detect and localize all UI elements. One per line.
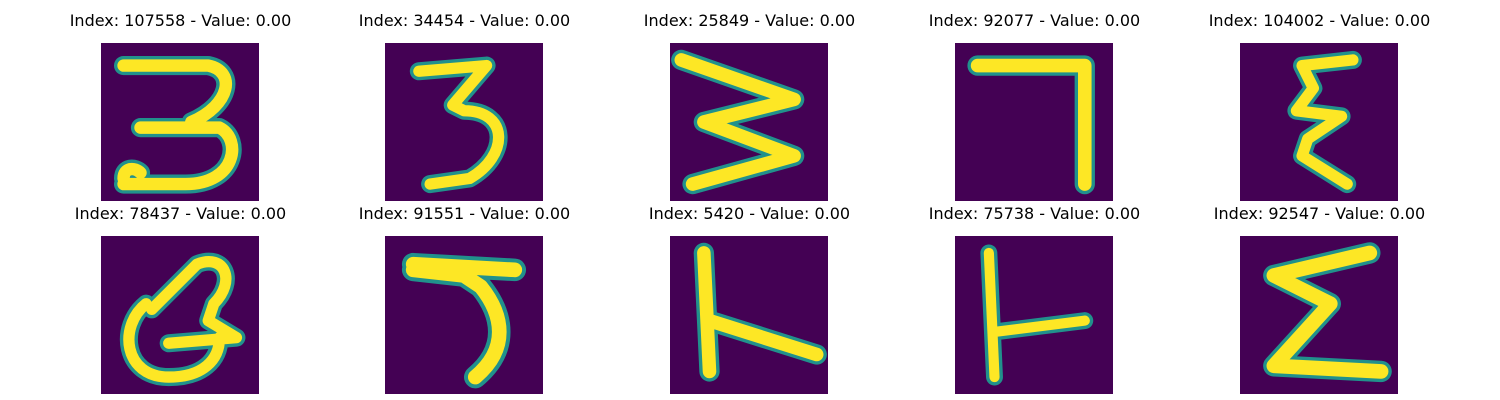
panel-title: Index: 107558 - Value: 0.00 — [69, 11, 292, 30]
handwritten-stroke-icon — [693, 242, 827, 382]
handwritten-stroke-icon — [980, 244, 1094, 386]
panel-title: Index: 78437 - Value: 0.00 — [74, 204, 287, 223]
digit-image — [101, 236, 259, 394]
digit-image — [385, 43, 543, 201]
panel-title: Index: 91551 - Value: 0.00 — [358, 204, 571, 223]
panel-1: Index: 107558 - Value: 0.00 — [38, 9, 323, 201]
digit-image — [1240, 236, 1398, 394]
panel-title: Index: 104002 - Value: 0.00 — [1208, 11, 1431, 30]
handwritten-3-icon — [113, 55, 242, 194]
digit-image — [1240, 43, 1398, 201]
panel-3: Index: 25849 - Value: 0.00 — [607, 9, 892, 201]
digit-image — [670, 236, 828, 394]
panel-title: Index: 5420 - Value: 0.00 — [648, 204, 851, 223]
digit-image — [101, 43, 259, 201]
panel-7: Index: 91551 - Value: 0.00 — [322, 202, 607, 394]
panel-title: Index: 25849 - Value: 0.00 — [643, 11, 856, 30]
digit-image — [955, 236, 1113, 394]
panel-4: Index: 92077 - Value: 0.00 — [892, 9, 1177, 201]
handwritten-7-icon — [967, 55, 1095, 195]
panel-6: Index: 78437 - Value: 0.00 — [38, 202, 323, 394]
digit-image — [955, 43, 1113, 201]
handwritten-sigma-icon — [1263, 242, 1392, 383]
handwritten-3-icon — [409, 56, 508, 194]
handwritten-epsilon-icon — [1287, 50, 1362, 194]
handwritten-3-rotated-icon — [671, 49, 805, 195]
panel-2: Index: 34454 - Value: 0.00 — [322, 9, 607, 201]
panel-title: Index: 34454 - Value: 0.00 — [358, 11, 571, 30]
panel-9: Index: 75738 - Value: 0.00 — [892, 202, 1177, 394]
panel-5: Index: 104002 - Value: 0.00 — [1177, 9, 1462, 201]
handwritten-loop-icon — [119, 252, 246, 387]
panel-title: Index: 75738 - Value: 0.00 — [928, 204, 1141, 223]
panel-10: Index: 92547 - Value: 0.00 — [1177, 202, 1462, 394]
panel-title: Index: 92077 - Value: 0.00 — [928, 11, 1141, 30]
digit-image — [385, 236, 543, 394]
digit-image — [670, 43, 828, 201]
panel-8: Index: 5420 - Value: 0.00 — [607, 202, 892, 394]
panel-title: Index: 92547 - Value: 0.00 — [1213, 204, 1426, 223]
handwritten-5-icon — [401, 252, 527, 389]
